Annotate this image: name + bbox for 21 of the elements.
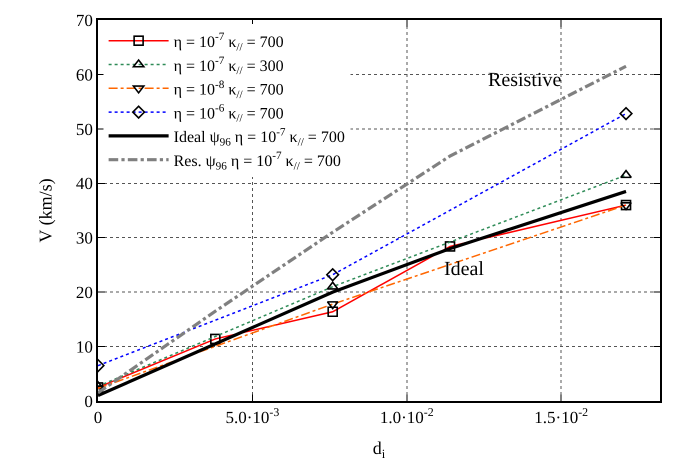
legend-label: Res. ψ$_{96}$ η = 10$^{-7}$ κ$_{//}$ = 700: [174, 150, 341, 172]
y-tick-label: 40: [76, 174, 93, 194]
y-tick-label: 0: [84, 392, 93, 411]
x-tick-label: 1.0·10$^{-2}$: [380, 405, 434, 428]
x-axis-title: d$_{i}$: [372, 438, 386, 461]
y-tick-label: 70: [76, 10, 93, 30]
x-tick-label: 1.5·10$^{-2}$: [534, 405, 588, 428]
y-tick-label: 20: [76, 283, 93, 302]
legend-label: Ideal ψ$_{96}$ η = 10$^{-7}$ κ$_{//}$ = 700: [174, 126, 345, 149]
y-tick-label: 30: [76, 228, 93, 248]
y-tick-label: 60: [76, 65, 93, 84]
annotation: Resistive: [488, 69, 562, 91]
legend-label: η = 10$^{-8}$ κ$_{//}$ = 700: [174, 78, 284, 101]
y-axis-title: V (km/s): [36, 178, 56, 243]
legend-label: η = 10$^{-6}$ κ$_{//}$ = 700: [174, 102, 284, 125]
legend-label: η = 10$^{-7}$ κ$_{//}$ = 300: [174, 55, 284, 78]
annotation: Ideal: [444, 258, 484, 280]
x-tick-label: 5.0·10$^{-3}$: [225, 405, 280, 428]
legend-label: η = 10$^{-7}$ κ$_{//}$ = 700: [174, 31, 284, 54]
y-tick-label: 50: [76, 120, 93, 139]
y-tick-label: 10: [76, 338, 93, 357]
